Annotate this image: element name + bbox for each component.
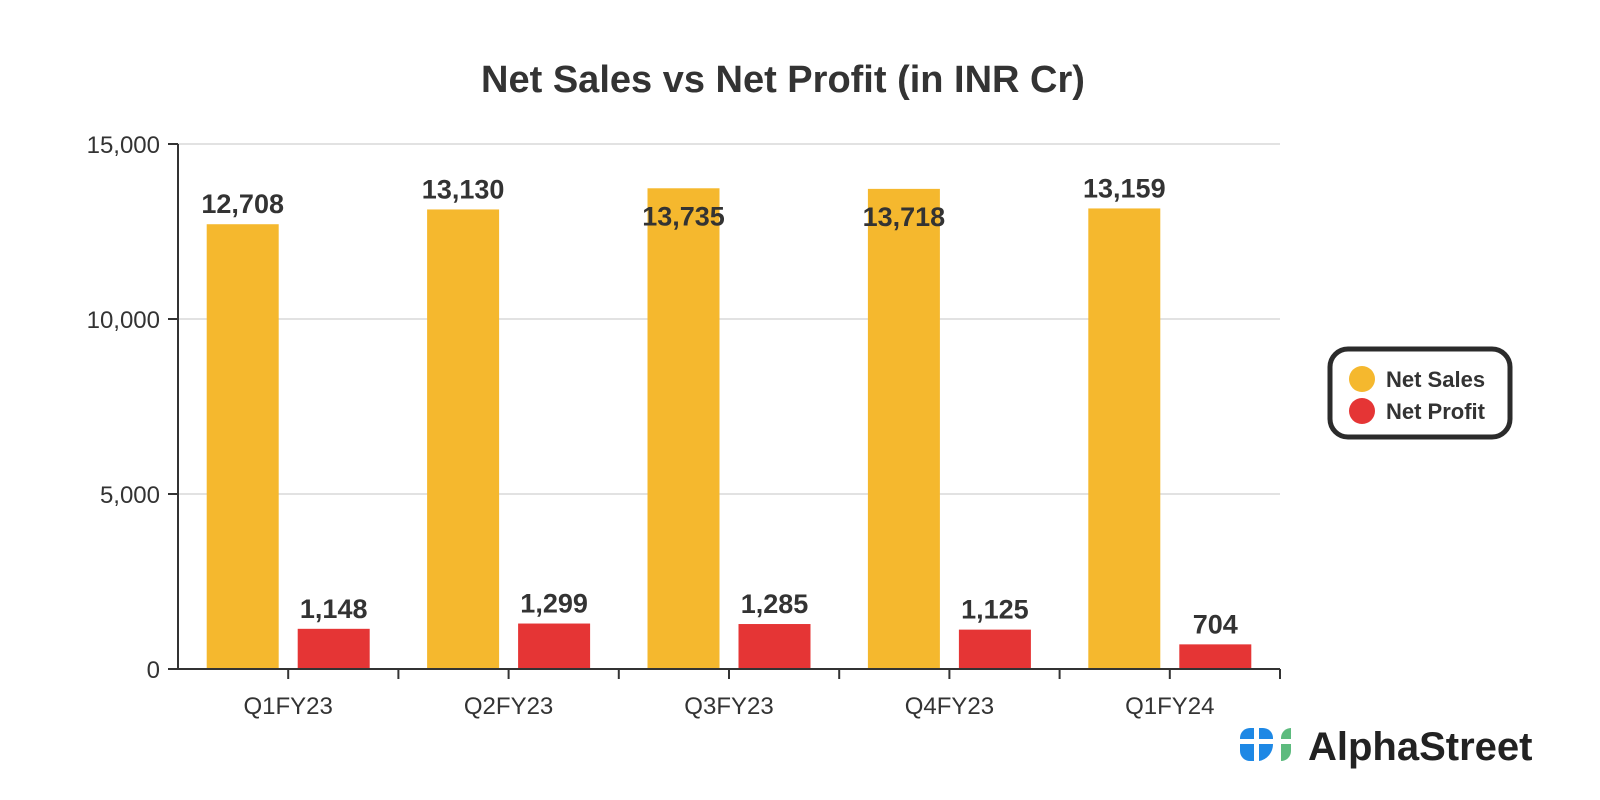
- net-profit-data-label: 1,125: [961, 595, 1029, 625]
- net-sales-data-label: 13,159: [1083, 173, 1166, 203]
- legend-marker-net-profit: [1349, 398, 1375, 424]
- net-sales-data-label: 12,708: [201, 189, 284, 219]
- x-tick-label: Q3FY23: [684, 693, 773, 720]
- net-sales-data-label: 13,735: [642, 201, 725, 231]
- y-tick-label: 15,000: [87, 132, 160, 159]
- alphastreet-logo: AlphaStreet: [1240, 725, 1533, 769]
- net-sales-data-label: 13,718: [863, 202, 946, 232]
- net-profit-bar: [518, 623, 591, 669]
- y-tick-label: 10,000: [87, 307, 160, 334]
- net-profit-bar: [1179, 644, 1252, 669]
- chart-title: Net Sales vs Net Profit (in INR Cr): [481, 59, 1085, 101]
- y-tick-label: 0: [147, 657, 160, 684]
- net-profit-bar: [738, 624, 811, 669]
- x-tick-label: Q4FY23: [905, 693, 994, 720]
- x-tick-label: Q1FY24: [1125, 693, 1214, 720]
- y-tick-label: 5,000: [100, 482, 160, 509]
- net-sales-data-label: 13,130: [422, 174, 505, 204]
- net-profit-data-label: 1,285: [741, 589, 809, 619]
- net-profit-bar: [297, 628, 370, 669]
- net-profit-data-label: 704: [1193, 609, 1238, 639]
- net-sales-bar: [427, 209, 500, 669]
- net-profit-data-label: 1,148: [300, 594, 368, 624]
- net-sales-bar: [206, 224, 279, 669]
- legend-box: [1327, 346, 1513, 440]
- net-profit-data-label: 1,299: [520, 589, 588, 619]
- legend-marker-net-sales: [1349, 366, 1375, 392]
- x-tick-label: Q1FY23: [244, 693, 333, 720]
- net-sales-bar: [647, 188, 720, 669]
- net-profit-bar: [958, 629, 1031, 669]
- net-sales-bar: [867, 188, 940, 669]
- legend-label-net-profit: Net Profit: [1386, 399, 1486, 424]
- legend: Net Sales Net Profit: [1327, 346, 1513, 440]
- alphastreet-logo-icon: [1240, 728, 1291, 761]
- alphastreet-logo-text: AlphaStreet: [1308, 725, 1533, 769]
- net-sales-bar: [1088, 208, 1161, 669]
- x-tick-label: Q2FY23: [464, 693, 553, 720]
- legend-label-net-sales: Net Sales: [1386, 367, 1485, 392]
